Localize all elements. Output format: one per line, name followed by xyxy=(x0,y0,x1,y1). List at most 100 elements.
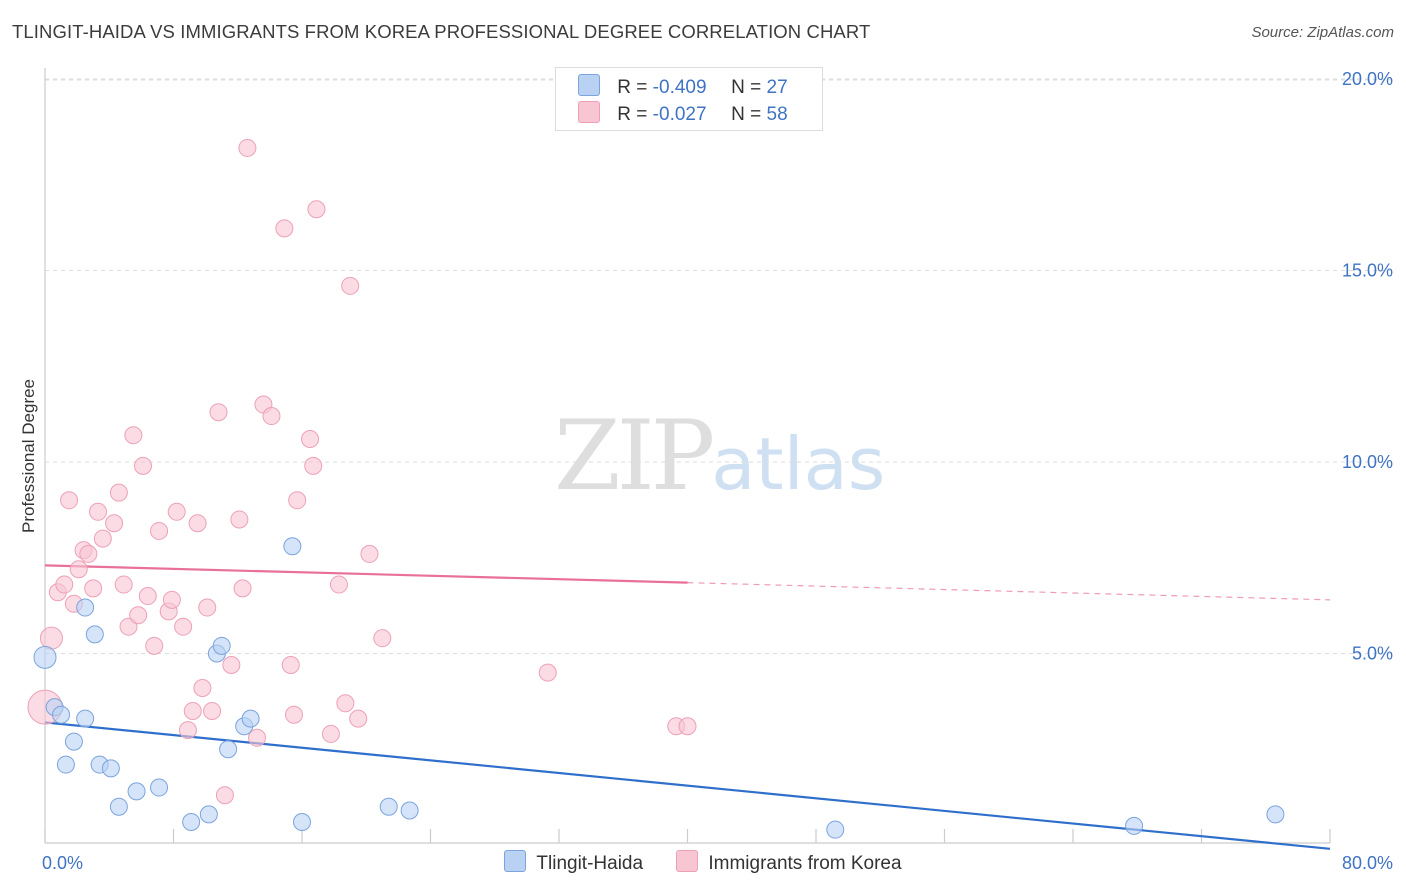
korea-point xyxy=(79,544,98,563)
korea-point xyxy=(145,636,164,655)
pink-swatch xyxy=(676,850,699,872)
r-label: R = xyxy=(617,77,648,98)
korea-point xyxy=(275,219,294,238)
korea-point xyxy=(133,456,152,475)
tlingit-haida-point xyxy=(379,797,398,816)
korea-point xyxy=(193,678,212,697)
trend-line-dashed xyxy=(687,582,1331,601)
tlingit-haida-point xyxy=(212,636,231,655)
korea-point xyxy=(178,721,197,740)
series-legend: Tlingit-Haida Immigrants from Korea xyxy=(0,850,1406,875)
chart-title: TLINGIT-HAIDA VS IMMIGRANTS FROM KOREA P… xyxy=(12,21,871,42)
tlingit-haida-point xyxy=(1266,805,1285,824)
tlingit-haida-point xyxy=(241,709,260,728)
tlingit-haida-point xyxy=(76,709,95,728)
korea-point xyxy=(119,617,138,636)
trend-lines xyxy=(44,564,1331,850)
korea-point xyxy=(167,502,186,521)
y-tick-label: 10.0% xyxy=(1342,452,1393,472)
chart-source: Source: ZipAtlas.com xyxy=(1251,24,1394,41)
blue-swatch xyxy=(578,74,600,96)
blue-swatch xyxy=(504,850,527,872)
korea-point xyxy=(174,617,193,636)
korea-point xyxy=(304,456,323,475)
tlingit-haida-point xyxy=(219,740,238,759)
watermark-atlas: atlas xyxy=(711,422,886,506)
grid-lines xyxy=(45,78,1392,654)
tlingit-haida-point xyxy=(199,805,218,824)
tlingit-haida-point xyxy=(33,645,57,669)
n-label: N = xyxy=(731,104,762,125)
korea-point xyxy=(233,579,252,598)
tick-labels: 5.0% 10.0% 15.0% 20.0% 0.0% 80.0% xyxy=(42,69,1393,873)
korea-point xyxy=(222,655,241,674)
tlingit-haida-point xyxy=(150,778,169,797)
korea-point xyxy=(373,629,392,648)
korea-point xyxy=(203,701,222,720)
tlingit-haida-point xyxy=(283,537,302,556)
watermark: ZIPatlas xyxy=(554,400,885,512)
korea-point xyxy=(150,521,169,540)
r-value: -0.409 xyxy=(652,77,707,98)
n-label: N = xyxy=(731,77,762,98)
korea-point xyxy=(341,276,360,295)
tlingit-haida-point xyxy=(293,813,311,832)
korea-point xyxy=(321,724,340,743)
x-tick-label: 80.0% xyxy=(1342,853,1393,873)
tlingit-haida-point xyxy=(56,755,75,774)
korea-point xyxy=(129,606,148,625)
korea-point xyxy=(162,590,181,609)
legend-label: Immigrants from Korea xyxy=(708,853,902,874)
r-value: -0.027 xyxy=(652,104,707,125)
legend-item-tlingit-haida: Tlingit-Haida xyxy=(504,850,643,875)
korea-point xyxy=(262,407,281,426)
korea-point xyxy=(69,560,88,579)
korea-point xyxy=(307,200,326,219)
korea-point xyxy=(538,663,557,682)
korea-point xyxy=(114,575,133,594)
korea-point xyxy=(215,786,234,805)
korea-point xyxy=(349,709,368,728)
tlingit-haida-point xyxy=(109,797,128,816)
x-tick-label: 0.0% xyxy=(42,853,83,873)
r-label: R = xyxy=(617,104,648,125)
tlingit-haida-point xyxy=(76,598,95,617)
korea-point xyxy=(93,529,112,548)
korea-point xyxy=(301,430,320,449)
korea-point xyxy=(84,579,103,598)
tlingit-haida-point xyxy=(127,782,146,801)
korea-point xyxy=(678,717,697,736)
tlingit-haida-point xyxy=(85,625,104,644)
korea-point xyxy=(183,701,202,720)
korea-point xyxy=(230,510,249,529)
tlingit-haida-point xyxy=(826,820,845,839)
korea-point xyxy=(60,491,79,510)
korea-point xyxy=(329,575,348,594)
y-tick-label: 5.0% xyxy=(1352,644,1393,664)
legend-label: Tlingit-Haida xyxy=(536,853,644,874)
korea-point xyxy=(124,426,143,445)
n-value: 58 xyxy=(766,104,788,125)
korea-point xyxy=(238,138,257,157)
trend-line-solid xyxy=(44,564,688,584)
korea-point xyxy=(209,403,228,422)
tlingit-haida-point xyxy=(1125,816,1144,835)
tlingit-haida-point xyxy=(64,732,83,751)
korea-point xyxy=(198,598,217,617)
y-tick-label: 20.0% xyxy=(1342,69,1393,89)
korea-point xyxy=(39,626,63,650)
korea-point xyxy=(89,502,108,521)
tlingit-haida-point xyxy=(400,801,419,820)
data-points xyxy=(27,138,1285,839)
korea-point xyxy=(288,491,307,510)
y-axis-label: Professional Degree xyxy=(19,379,38,533)
tlingit-haida-point xyxy=(182,813,201,832)
korea-point xyxy=(284,705,303,724)
korea-point xyxy=(109,483,128,502)
korea-point xyxy=(188,514,207,533)
korea-point xyxy=(248,728,267,747)
pink-swatch xyxy=(578,101,600,123)
tlingit-haida-point xyxy=(101,759,120,778)
watermark-zip: ZIP xyxy=(554,400,715,512)
